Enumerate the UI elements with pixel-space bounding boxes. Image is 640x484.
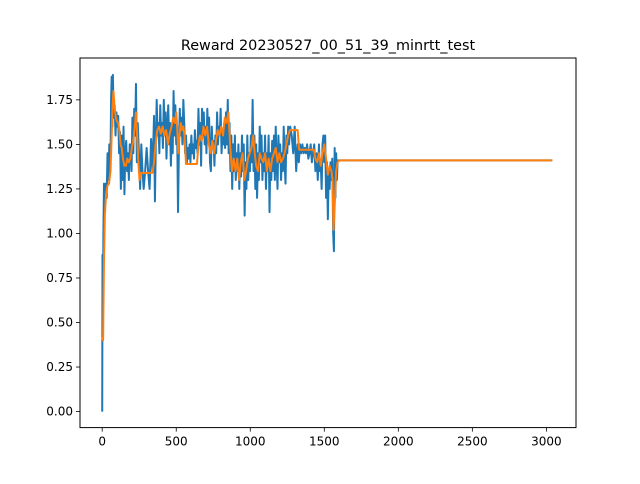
x-tick-label: 500 <box>165 435 188 449</box>
x-tick-label: 2000 <box>383 435 414 449</box>
x-tick-label: 0 <box>98 435 106 449</box>
y-tick-label: 0.75 <box>46 271 73 285</box>
chart-title: Reward 20230527_00_51_39_minrtt_test <box>181 38 476 54</box>
y-tick-label: 0.00 <box>46 405 73 419</box>
x-tick-label: 1500 <box>309 435 340 449</box>
y-tick-label: 1.00 <box>46 226 73 240</box>
y-tick-label: 1.25 <box>46 182 73 196</box>
series-layer <box>101 73 553 412</box>
y-tick-label: 0.25 <box>46 360 73 374</box>
plot-frame <box>79 57 577 429</box>
x-tick-label: 2500 <box>457 435 488 449</box>
y-tick-label: 1.50 <box>46 137 73 151</box>
x-tick-label: 3000 <box>531 435 562 449</box>
y-tick-label: 1.75 <box>46 93 73 107</box>
y-tick-label: 0.50 <box>46 316 73 330</box>
series-line-smoothed <box>101 89 553 342</box>
ticks-layer: 0 500 1000 1500 2000 2500 3000 0.00 0.25 0.50 0.75… <box>46 93 561 449</box>
x-tick-label: 1000 <box>235 435 266 449</box>
plot-area <box>80 58 576 428</box>
